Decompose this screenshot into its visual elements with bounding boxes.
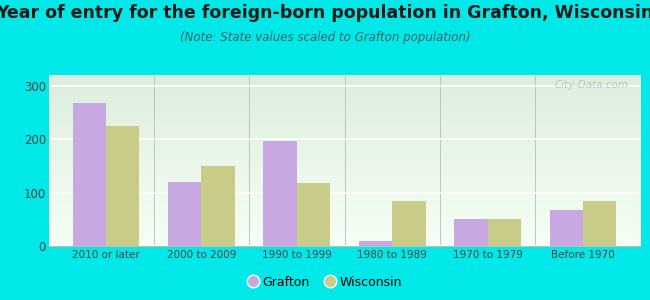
Bar [550, 210, 583, 246]
Bar [454, 219, 488, 246]
Text: City-Data.com: City-Data.com [554, 80, 629, 90]
Bar [392, 201, 426, 246]
Bar [202, 167, 235, 246]
Bar [297, 183, 330, 246]
Bar [488, 219, 521, 246]
Bar [359, 241, 392, 246]
Legend: Grafton, Wisconsin: Grafton, Wisconsin [242, 271, 408, 294]
Bar [106, 126, 139, 246]
Bar [583, 201, 616, 246]
Text: Year of entry for the foreign-born population in Grafton, Wisconsin: Year of entry for the foreign-born popul… [0, 4, 650, 22]
Bar [263, 141, 297, 246]
Bar [73, 103, 106, 246]
Bar [168, 182, 202, 246]
Text: (Note: State values scaled to Grafton population): (Note: State values scaled to Grafton po… [179, 32, 471, 44]
